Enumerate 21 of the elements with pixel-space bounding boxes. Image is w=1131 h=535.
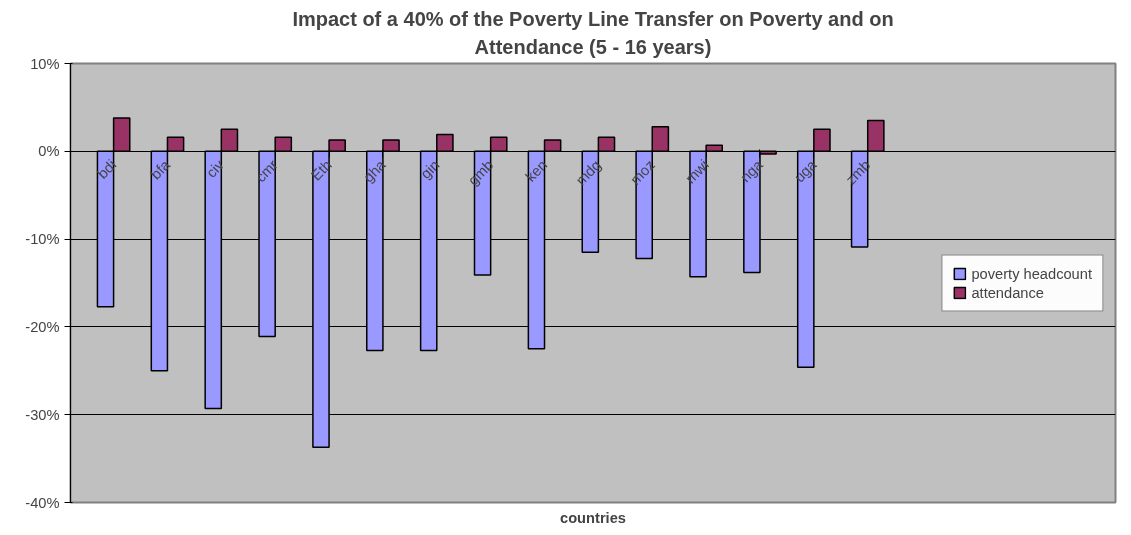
y-tick-label: -20%: [25, 318, 60, 335]
legend-label: attendance: [971, 284, 1044, 300]
x-axis-title: countries: [560, 509, 626, 526]
x-tick-label: moz: [627, 156, 658, 188]
x-tick-label: bdi: [94, 156, 120, 182]
x-tick-label: Eth: [307, 156, 335, 184]
y-tick-label: -10%: [25, 231, 60, 248]
x-tick-label: uga: [791, 156, 821, 186]
x-tick-label: ken: [522, 156, 551, 185]
y-tick-label: 0%: [38, 143, 60, 160]
x-tick-label: civ: [203, 156, 228, 181]
y-tick-label: -30%: [25, 406, 60, 423]
y-tick-label: -40%: [25, 494, 60, 511]
x-tick-label: cmr: [252, 156, 282, 186]
legend-label: poverty headcount: [971, 265, 1092, 281]
x-tick-label: bfa: [147, 156, 174, 183]
y-tick-label: 10%: [30, 55, 60, 72]
x-tick-label: gin: [417, 156, 443, 182]
x-tick-label: nga: [737, 156, 767, 186]
chart-title: Impact of a 40% of the Poverty Line Transfer on Poverty and on Attendance (5 - 16 years): [292, 7, 894, 59]
x-tick-label: zmb: [842, 156, 874, 188]
